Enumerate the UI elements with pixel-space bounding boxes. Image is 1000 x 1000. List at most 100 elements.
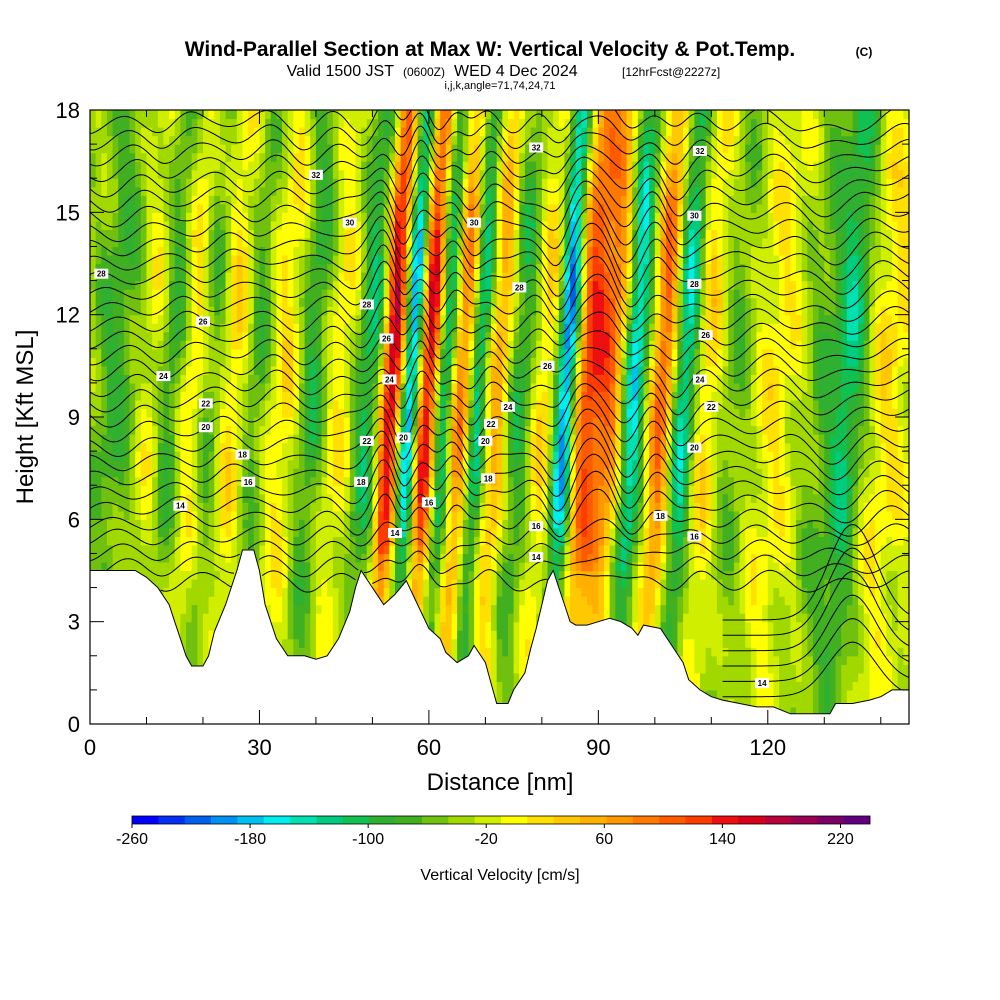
velocity-cell <box>270 510 277 520</box>
velocity-cell <box>468 237 475 248</box>
velocity-cell <box>395 135 402 145</box>
velocity-cell <box>361 118 368 128</box>
velocity-cell <box>293 237 300 248</box>
velocity-cell <box>118 468 125 478</box>
velocity-cell <box>236 459 244 469</box>
velocity-cell <box>327 195 334 205</box>
velocity-cell <box>101 323 108 333</box>
velocity-cell <box>389 348 396 358</box>
velocity-cell <box>180 340 187 350</box>
velocity-cell <box>332 596 340 606</box>
velocity-cell <box>389 417 396 427</box>
velocity-cell <box>265 519 272 529</box>
velocity-cell <box>468 536 475 546</box>
velocity-cell <box>468 314 475 324</box>
velocity-cell <box>474 229 481 239</box>
velocity-cell <box>474 195 481 205</box>
velocity-cell <box>157 408 165 418</box>
velocity-cell <box>253 152 261 162</box>
velocity-cell <box>321 604 328 614</box>
velocity-cell <box>236 135 244 145</box>
velocity-cell <box>332 579 340 589</box>
velocity-cell <box>112 434 119 444</box>
velocity-cell <box>146 374 153 384</box>
velocity-cell <box>259 152 266 162</box>
velocity-cell <box>146 314 153 324</box>
velocity-cell <box>253 502 261 512</box>
velocity-cell <box>123 476 131 486</box>
velocity-cell <box>202 127 210 137</box>
velocity-cell <box>152 459 159 469</box>
velocity-cell <box>293 289 300 299</box>
velocity-cell <box>270 434 277 444</box>
velocity-cell <box>146 493 153 503</box>
velocity-cell <box>315 510 323 520</box>
velocity-cell <box>135 459 142 469</box>
velocity-cell <box>282 263 289 273</box>
velocity-cell <box>462 237 470 248</box>
velocity-cell <box>219 527 227 537</box>
velocity-cell <box>186 519 193 529</box>
velocity-cell <box>434 297 441 307</box>
velocity-cell <box>129 434 136 444</box>
velocity-cell <box>417 212 424 222</box>
velocity-cell <box>304 579 311 589</box>
velocity-cell <box>468 340 475 350</box>
velocity-cell <box>417 408 424 418</box>
velocity-cell <box>298 229 306 239</box>
velocity-cell <box>332 391 340 401</box>
velocity-cell <box>366 220 374 230</box>
velocity-cell <box>101 544 108 555</box>
velocity-cell <box>276 135 283 145</box>
velocity-cell <box>253 263 261 273</box>
velocity-cell <box>95 519 102 529</box>
velocity-cell <box>451 476 458 486</box>
velocity-cell <box>253 340 261 350</box>
velocity-cell <box>231 135 238 145</box>
velocity-cell <box>118 186 125 196</box>
velocity-cell <box>338 357 345 367</box>
velocity-cell <box>157 544 165 555</box>
velocity-cell <box>474 476 481 486</box>
velocity-cell <box>197 485 204 495</box>
velocity-cell <box>434 570 441 580</box>
velocity-cell <box>287 442 294 452</box>
velocity-cell <box>366 468 374 478</box>
velocity-cell <box>338 434 345 444</box>
velocity-cell <box>462 570 470 580</box>
velocity-cell <box>434 382 441 393</box>
velocity-cell <box>129 314 136 324</box>
velocity-cell <box>197 246 204 256</box>
velocity-cell <box>434 237 441 248</box>
velocity-cell <box>112 536 119 546</box>
velocity-cell <box>440 459 447 469</box>
velocity-cell <box>106 468 114 478</box>
velocity-cell <box>451 510 458 520</box>
velocity-cell <box>310 280 317 290</box>
velocity-cell <box>265 357 272 367</box>
velocity-cell <box>248 340 255 350</box>
velocity-cell <box>434 434 441 444</box>
velocity-cell <box>140 161 148 171</box>
velocity-cell <box>327 237 334 248</box>
velocity-cell <box>135 510 142 520</box>
velocity-cell <box>378 544 385 555</box>
velocity-cell <box>332 144 340 154</box>
velocity-cell <box>174 485 181 495</box>
velocity-cell <box>106 451 114 461</box>
velocity-cell <box>411 579 419 589</box>
velocity-cell <box>383 289 390 299</box>
velocity-cell <box>186 263 193 273</box>
velocity-cell <box>321 118 328 128</box>
velocity-cell <box>231 254 238 265</box>
velocity-cell <box>95 493 102 503</box>
velocity-cell <box>293 118 300 128</box>
velocity-cell <box>282 638 289 648</box>
velocity-cell <box>445 408 453 418</box>
velocity-cell <box>304 391 311 401</box>
velocity-cell <box>293 502 300 512</box>
velocity-cell <box>191 365 198 375</box>
velocity-cell <box>428 425 436 435</box>
velocity-cell <box>468 127 475 137</box>
velocity-cell <box>400 152 407 162</box>
